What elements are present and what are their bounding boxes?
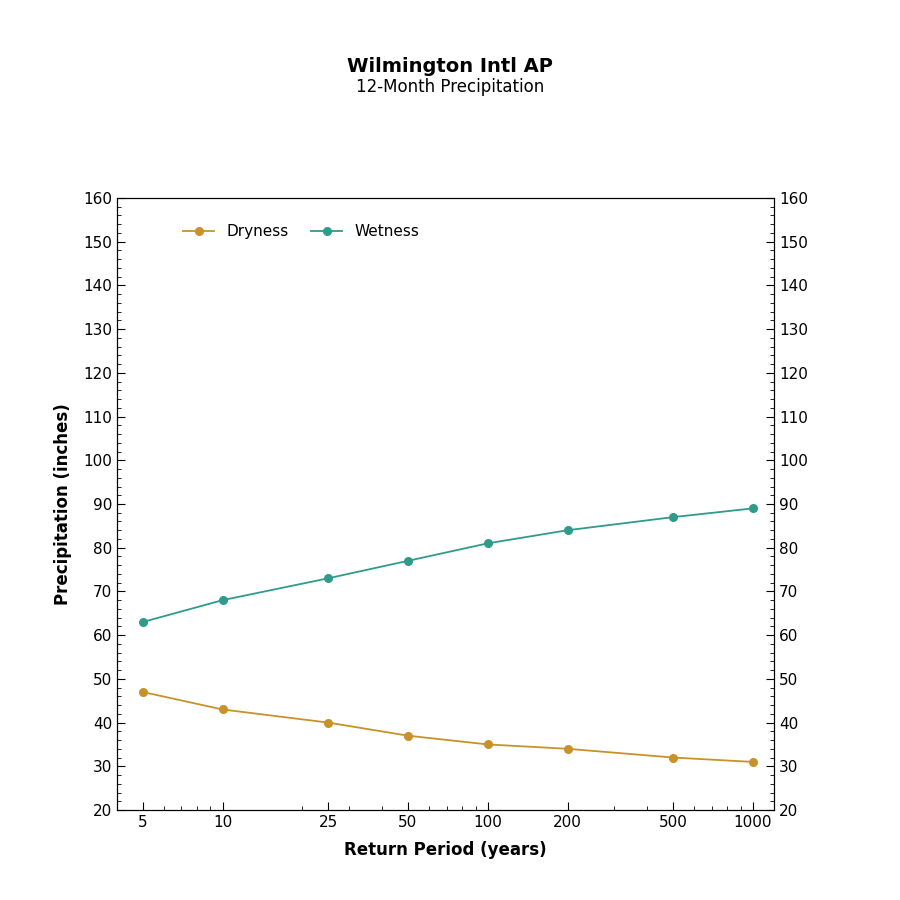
- Line: Wetness: Wetness: [139, 505, 757, 626]
- X-axis label: Return Period (years): Return Period (years): [344, 841, 547, 859]
- Line: Dryness: Dryness: [139, 688, 757, 766]
- Legend: Dryness, Wetness: Dryness, Wetness: [177, 218, 425, 245]
- Dryness: [138, 687, 148, 698]
- Dryness: [217, 704, 228, 715]
- Dryness: [562, 743, 573, 754]
- Dryness: [402, 730, 413, 741]
- Dryness: [482, 739, 493, 750]
- Y-axis label: Precipitation (inches): Precipitation (inches): [54, 403, 72, 605]
- Dryness: [748, 757, 759, 768]
- Wetness: [217, 595, 228, 606]
- Dryness: [668, 752, 679, 763]
- Dryness: [323, 717, 334, 728]
- Wetness: [748, 503, 759, 514]
- Wetness: [323, 573, 334, 584]
- Wetness: [562, 525, 573, 535]
- Wetness: [402, 555, 413, 566]
- Wetness: [482, 538, 493, 549]
- Text: 12-Month Precipitation: 12-Month Precipitation: [356, 78, 544, 96]
- Wetness: [668, 512, 679, 523]
- Wetness: [138, 616, 148, 627]
- Text: Wilmington Intl AP: Wilmington Intl AP: [347, 58, 553, 76]
